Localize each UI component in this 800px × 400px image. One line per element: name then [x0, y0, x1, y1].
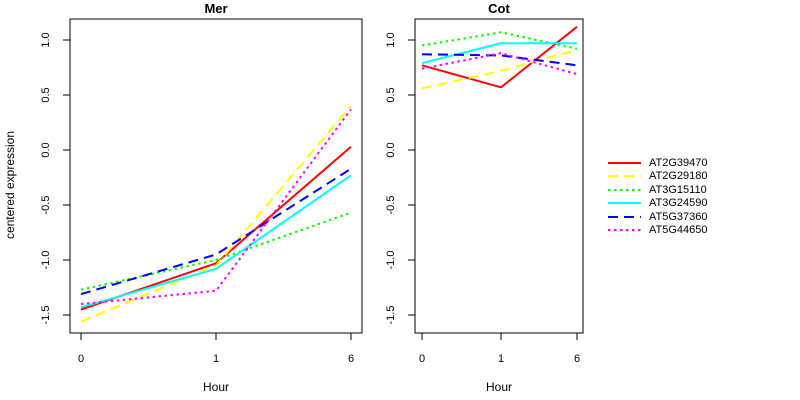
legend-label: AT2G29180 — [649, 170, 708, 183]
series-line-AT5G44650 — [421, 52, 578, 76]
panel-title-cot: Cot — [488, 1, 510, 16]
legend-item: AT5G37360 — [608, 210, 708, 224]
series-line-AT3G15110 — [80, 211, 352, 291]
x-tick-label: 0 — [78, 353, 84, 365]
y-tick-label: 0.0 — [385, 142, 397, 157]
y-tick-label: 1.0 — [385, 32, 397, 47]
legend: AT2G39470 AT2G29180 AT3G15110 AT3G24590 AT5G… — [608, 156, 708, 237]
legend-label: AT3G24590 — [649, 197, 708, 210]
y-tick-label: 0.5 — [40, 87, 52, 102]
y-tick-label: -1.5 — [40, 306, 52, 325]
y-tick-label: -1.0 — [40, 251, 52, 270]
series-line-AT2G39470 — [80, 145, 352, 311]
legend-line-sample — [608, 202, 641, 205]
series-line-AT5G44650 — [80, 108, 352, 305]
x-tick-label: 1 — [498, 353, 504, 365]
legend-item: AT2G29180 — [608, 170, 708, 184]
y-tick-label: -1.5 — [385, 306, 397, 325]
plot-box — [414, 18, 584, 334]
series-line-AT3G15110 — [421, 31, 578, 50]
legend-item: AT3G15110 — [608, 183, 708, 197]
legend-line-sample — [608, 175, 641, 178]
y-tick-label: 0.5 — [385, 87, 397, 102]
x-axis-title-mer: Hour — [202, 380, 229, 394]
series-line-AT2G39470 — [421, 26, 578, 89]
legend-label: AT3G15110 — [649, 183, 707, 196]
legend-item: AT2G39470 — [608, 156, 708, 170]
x-tick-label: 6 — [348, 353, 354, 365]
legend-line-sample — [608, 188, 641, 191]
y-tick-label: 0.0 — [40, 142, 52, 157]
legend-line-sample — [608, 161, 641, 164]
y-axis-title: centered expression — [3, 130, 17, 240]
legend-label: AT5G37360 — [649, 210, 708, 223]
legend-item: AT3G24590 — [608, 197, 708, 211]
y-tick-label: 1.0 — [40, 32, 52, 47]
x-tick-label: 0 — [419, 353, 425, 365]
x-tick-label: 6 — [574, 353, 580, 365]
legend-item: AT5G44650 — [608, 224, 708, 238]
series-line-AT3G24590 — [80, 174, 352, 309]
series-line-AT5G37360 — [421, 53, 578, 67]
legend-line-sample — [608, 229, 641, 232]
series-line-AT2G29180 — [80, 105, 352, 323]
series-line-AT2G29180 — [421, 48, 578, 90]
legend-line-sample — [608, 215, 641, 218]
legend-label: AT5G44650 — [649, 224, 708, 237]
panel-title-mer: Mer — [204, 1, 228, 16]
legend-label: AT2G39470 — [649, 156, 708, 169]
series-line-AT5G37360 — [80, 167, 352, 296]
series-line-AT3G24590 — [421, 42, 577, 65]
x-axis-title-cot: Hour — [485, 380, 512, 394]
y-tick-label: -1.0 — [385, 251, 397, 270]
y-tick-label: -0.5 — [40, 196, 52, 215]
x-tick-label: 1 — [213, 353, 219, 365]
y-tick-label: -0.5 — [385, 196, 397, 215]
